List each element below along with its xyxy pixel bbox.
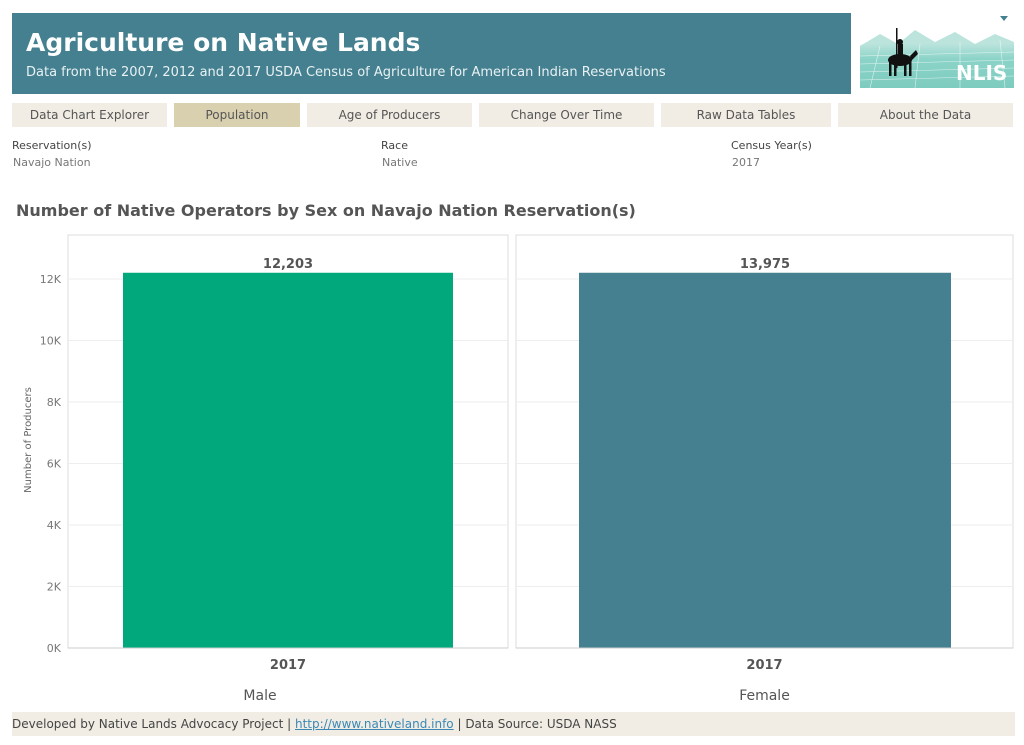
race-filter-label: Race xyxy=(381,139,408,152)
footer: Developed by Native Lands Advocacy Proje… xyxy=(12,712,1015,736)
tab-age-of-producers[interactable]: Age of Producers xyxy=(307,103,472,127)
data-label-male: 12,203 xyxy=(263,257,313,272)
footer-prefix: Developed by Native Lands Advocacy Proje… xyxy=(12,717,295,731)
x-tick-label: 2017 xyxy=(746,658,782,673)
race-filter-value[interactable]: Native xyxy=(382,156,418,169)
reservation-filter-label: Reservation(s) xyxy=(12,139,92,152)
y-tick-label: 12K xyxy=(40,273,62,286)
reservation-filter-value[interactable]: Navajo Nation xyxy=(13,156,91,169)
tab-raw-data-tables[interactable]: Raw Data Tables xyxy=(661,103,831,127)
page-title: Agriculture on Native Lands xyxy=(26,28,421,57)
y-tick-label: 0K xyxy=(47,642,62,655)
footer-suffix: | Data Source: USDA NASS xyxy=(453,717,617,731)
bar-female xyxy=(579,272,951,648)
chart-title: Number of Native Operators by Sex on Nav… xyxy=(16,201,636,220)
page-subtitle: Data from the 2007, 2012 and 2017 USDA C… xyxy=(26,65,666,80)
census-year-filter-value[interactable]: 2017 xyxy=(732,156,760,169)
y-axis-label: Number of Producers xyxy=(23,387,34,493)
nativeland-link[interactable]: http://www.nativeland.info xyxy=(295,717,454,731)
data-label-female: 13,975 xyxy=(740,257,790,272)
bar-male xyxy=(123,272,453,648)
logo-text: NLIS xyxy=(956,61,1007,85)
y-tick-label: 2K xyxy=(47,581,62,594)
y-tick-label: 10K xyxy=(40,335,62,348)
y-tick-label: 8K xyxy=(47,396,62,409)
nlis-logo[interactable]: NLIS xyxy=(860,16,1014,88)
y-tick-label: 6K xyxy=(47,458,62,471)
tab-about-the-data[interactable]: About the Data xyxy=(838,103,1013,127)
x-tick-label: 2017 xyxy=(270,658,306,673)
y-tick-label: 4K xyxy=(47,519,62,532)
dashboard-header: Agriculture on Native Lands Data from th… xyxy=(12,13,851,94)
panel-label-female: Female xyxy=(739,688,790,704)
rider-silhouette-icon xyxy=(888,28,918,76)
panel-label-male: Male xyxy=(243,688,276,704)
census-year-filter-label: Census Year(s) xyxy=(731,139,812,152)
tab-data-chart-explorer[interactable]: Data Chart Explorer xyxy=(12,103,167,127)
tab-population[interactable]: Population xyxy=(174,103,300,127)
operators-by-sex-chart: 0K 2K 4K 6K 8K 10K 12K Number of Producers 12,20… xyxy=(23,234,1014,704)
tab-change-over-time[interactable]: Change Over Time xyxy=(479,103,654,127)
